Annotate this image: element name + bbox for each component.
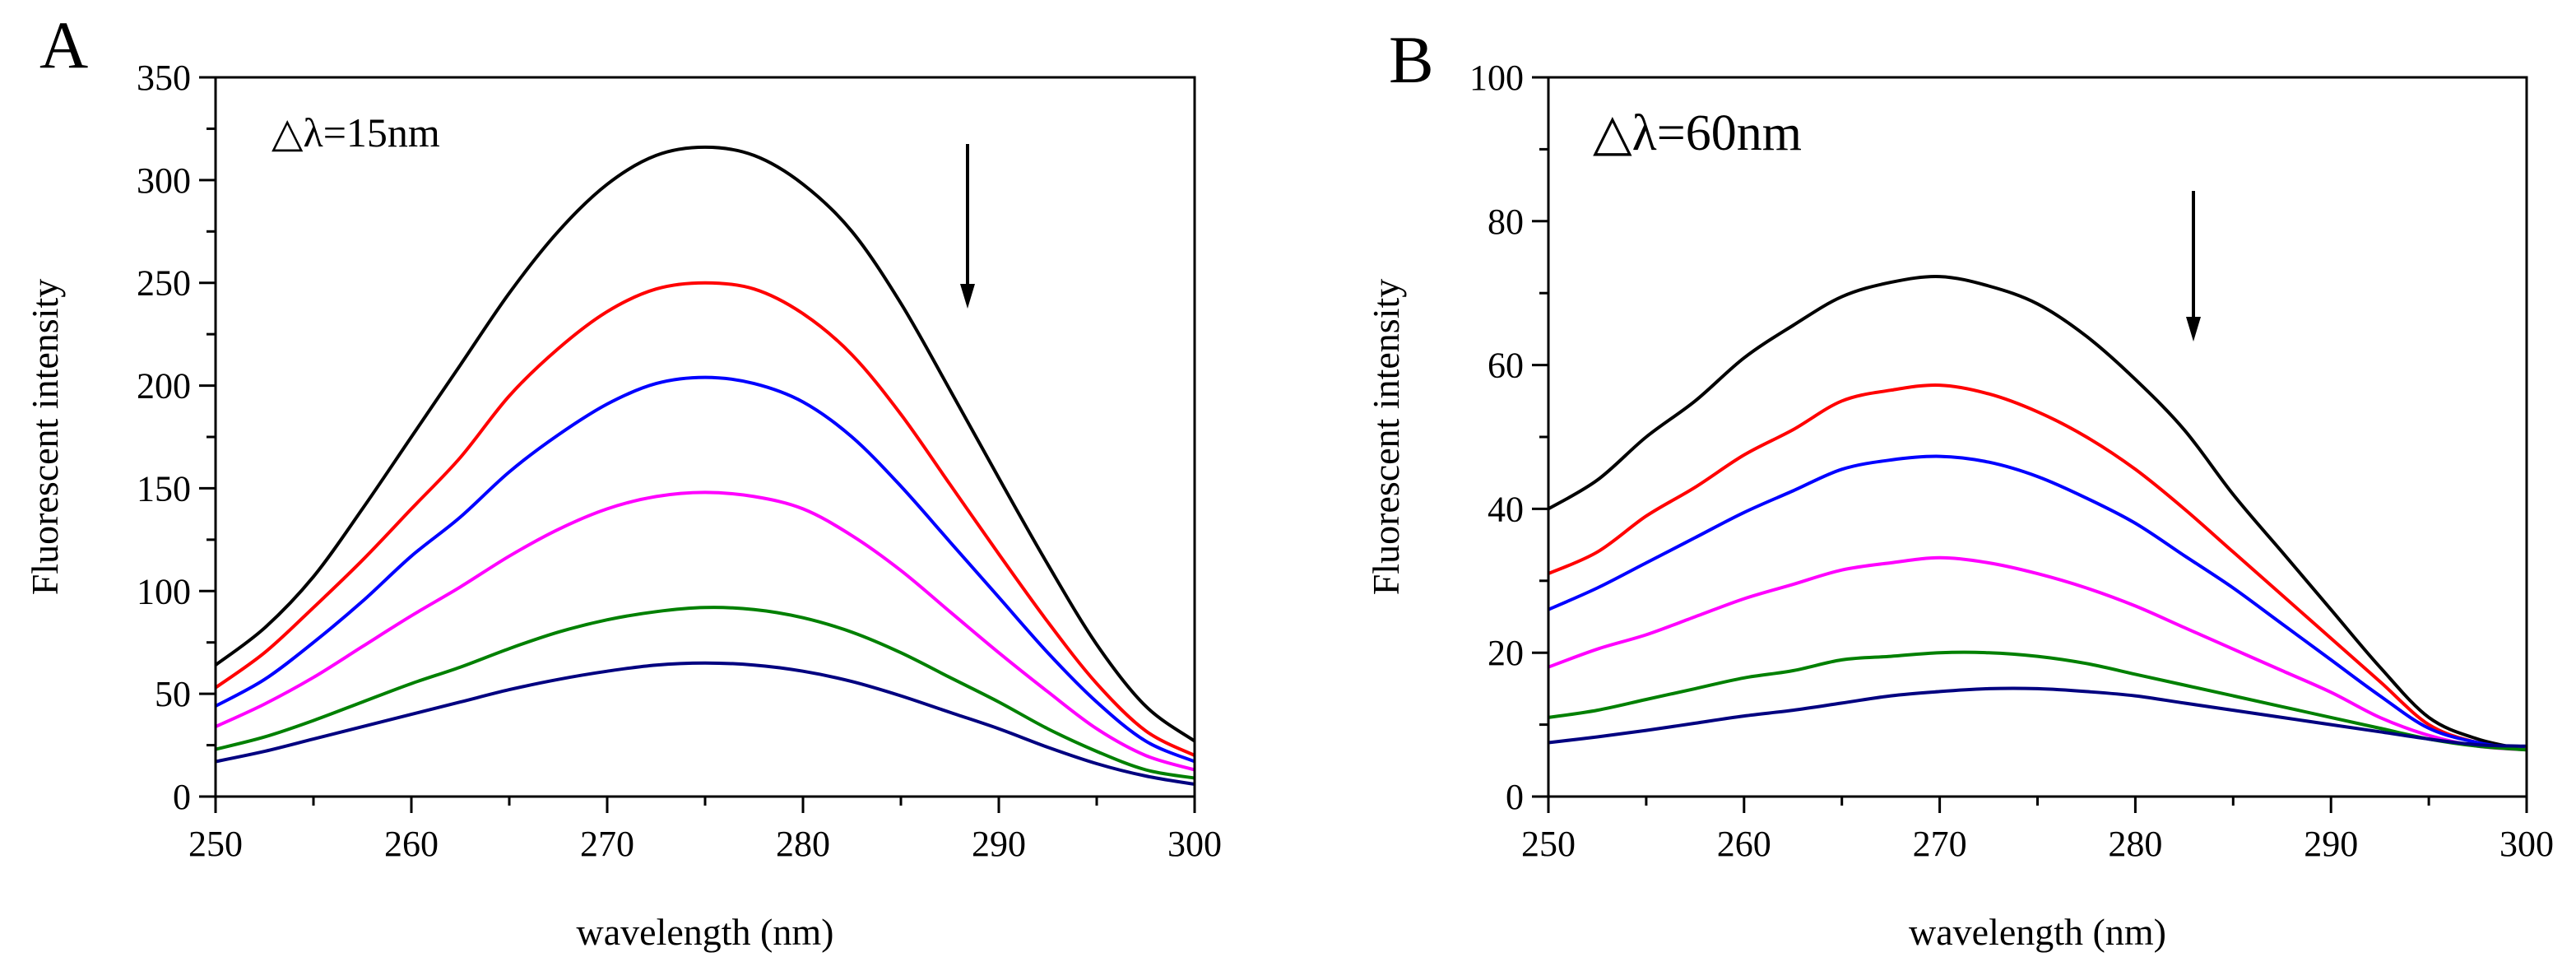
x-tick-label: 290 (972, 824, 1026, 864)
x-tick-label: 300 (2499, 824, 2554, 864)
y-tick-label: 200 (137, 366, 191, 407)
y-tick-label: 150 (137, 468, 191, 509)
x-axis-title: wavelength (nm) (1909, 911, 2166, 953)
series-line-5 (1548, 650, 2527, 752)
panel-label: A (39, 7, 88, 82)
y-tick-label: 50 (155, 674, 191, 714)
chart-panel-a: A 250 260 270 280 290 300 0 50 100 150 200 250 300 350… (24, 7, 1222, 953)
x-axis-title: wavelength (nm) (577, 911, 834, 953)
down-arrow-icon (2186, 191, 2201, 341)
x-tick-label: 250 (188, 824, 243, 864)
panel-label: B (1389, 22, 1434, 97)
x-tick-label: 280 (2108, 824, 2162, 864)
y-tick-label: 0 (173, 777, 191, 817)
x-tick-label: 250 (1521, 824, 1576, 864)
y-tick-label: 250 (137, 263, 191, 304)
y-tick-label: 80 (1488, 202, 1524, 242)
delta-lambda-annotation: △λ=15nm (272, 109, 440, 156)
series-line-4 (1548, 555, 2527, 752)
x-tick-label: 290 (2304, 824, 2358, 864)
y-axis-title: Fluorescent intensity (1365, 279, 1407, 596)
y-tick-label: 100 (1469, 58, 1524, 98)
down-arrow-icon (960, 144, 975, 309)
x-tick-label: 280 (776, 824, 830, 864)
series-line-4 (215, 490, 1195, 772)
y-axis-title: Fluorescent intensity (24, 279, 66, 596)
series-line-5 (215, 606, 1195, 780)
arrow-head (2186, 317, 2201, 341)
series-line-6 (215, 661, 1195, 786)
y-tick-label: 100 (137, 571, 191, 611)
chart-panel-b: B 250 260 270 280 290 300 0 20 40 60 80 100 wavelengt… (1365, 22, 2554, 953)
series-line-1 (214, 145, 1196, 743)
arrow-head (960, 284, 975, 309)
y-tick-label: 20 (1488, 633, 1524, 673)
x-tick-label: 260 (1717, 824, 1771, 864)
series-line-2 (1548, 383, 2527, 752)
series-line-3 (1548, 454, 2527, 752)
x-tick-label: 260 (384, 824, 439, 864)
series-line-2 (214, 281, 1195, 757)
y-tick-label: 350 (137, 58, 191, 98)
y-tick-label: 40 (1488, 489, 1524, 529)
delta-lambda-annotation: △λ=60nm (1593, 105, 1802, 161)
y-tick-label: 300 (137, 160, 191, 201)
series-line-6 (1548, 686, 2527, 748)
x-tick-label: 270 (580, 824, 634, 864)
x-tick-label: 270 (1913, 824, 1967, 864)
plot-frame (214, 76, 1196, 798)
y-tick-label: 0 (1506, 777, 1524, 817)
series-line-3 (215, 375, 1195, 764)
x-tick-label: 300 (1167, 824, 1222, 864)
y-tick-label: 60 (1488, 346, 1524, 386)
series-line-1 (1547, 275, 2527, 752)
